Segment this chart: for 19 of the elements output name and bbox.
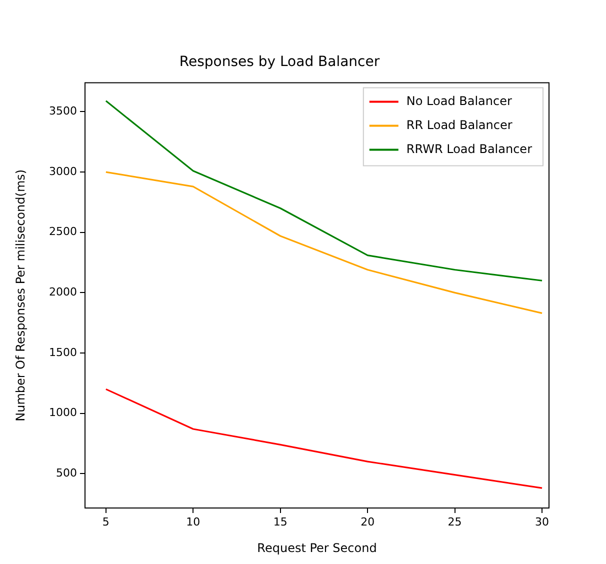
y-tick-label: 3500 xyxy=(49,104,77,118)
y-tick-label: 2500 xyxy=(49,225,77,238)
y-tick-label: 2000 xyxy=(49,286,77,299)
legend-label: No Load Balancer xyxy=(406,94,512,108)
y-tick-label: 500 xyxy=(56,466,77,480)
x-tick-label: 20 xyxy=(360,515,375,528)
y-axis-title: Number Of Responses Per milisecond(ms) xyxy=(13,169,28,422)
legend-label: RRWR Load Balancer xyxy=(406,142,532,156)
y-tick-label: 3000 xyxy=(49,164,77,178)
x-tick-label: 30 xyxy=(535,515,550,528)
legend-label: RR Load Balancer xyxy=(406,118,512,132)
x-tick-label: 15 xyxy=(273,515,288,528)
x-tick-label: 25 xyxy=(448,515,462,528)
x-tick-label: 10 xyxy=(186,515,200,528)
y-tick-label: 1500 xyxy=(49,346,77,359)
chart-title: Responses by Load Balancer xyxy=(179,54,380,70)
x-axis-title: Request Per Second xyxy=(257,540,377,555)
x-tick-label: 5 xyxy=(102,515,110,528)
y-tick-label: 1000 xyxy=(49,406,77,420)
